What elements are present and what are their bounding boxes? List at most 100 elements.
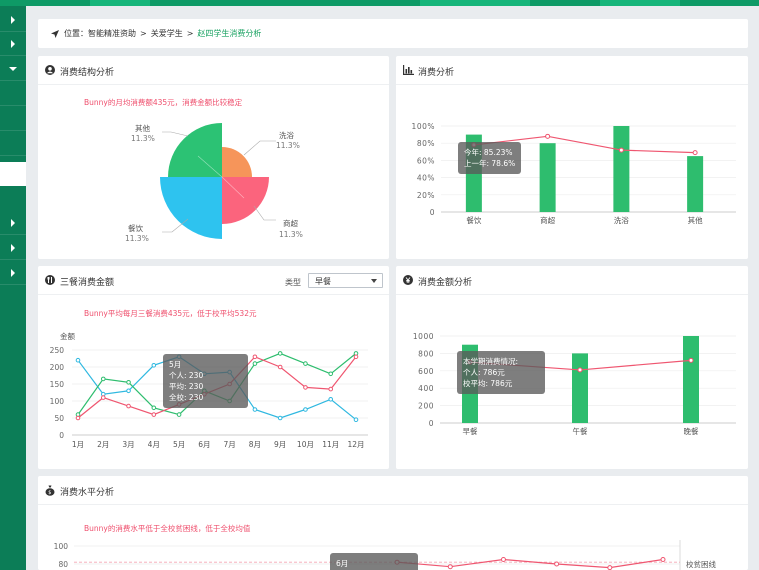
structure-card: 消费结构分析 Bunny的月均消费额435元，消费金额比较稳定 洗浴 11.3%… (38, 56, 389, 259)
x-tick-label: 2月 (97, 440, 109, 449)
chevron-right-icon (11, 269, 15, 277)
y-tick-label: 20% (417, 191, 435, 200)
label-line (162, 131, 189, 137)
line-point (303, 385, 308, 390)
svg-text:$: $ (48, 490, 51, 496)
sidebar-item[interactable] (0, 261, 26, 285)
tooltip-line: 个人: 786元 (463, 368, 505, 377)
x-tick-label: 3月 (122, 440, 134, 449)
tooltip-line: 平均: 230 (169, 382, 204, 391)
sidebar-item[interactable] (0, 57, 26, 81)
x-tick-label: 商超 (540, 215, 555, 225)
card-title: 消费金额分析 (418, 278, 473, 288)
x-tick-label: 早餐 (463, 427, 478, 436)
amount-card: 消费金额分析 0 200 400 600 800 1000 早餐 午餐 晚餐 本学期消费情况: … (396, 266, 748, 469)
sidebar-subitem[interactable] (0, 132, 26, 156)
slice-label: 商超 (283, 218, 298, 228)
sidebar-subitem[interactable] (0, 107, 26, 131)
rose-chart: 洗浴 11.3% 商超 11.3% 餐饮 11.3% 其他 11.3% (125, 123, 303, 243)
slice-label: 其他 (135, 123, 150, 133)
line-point (126, 388, 131, 394)
line-point (303, 361, 308, 366)
rose-slice-washing (222, 147, 252, 177)
line-point (328, 371, 334, 377)
line-point (151, 405, 157, 411)
utensils-icon (45, 275, 55, 285)
line-point (447, 564, 453, 570)
x-tick-label: 午餐 (573, 426, 588, 436)
bar (613, 126, 630, 212)
x-tick-label: 6月 (198, 440, 210, 449)
label-line (253, 205, 276, 221)
line-point (692, 150, 698, 156)
breadcrumb: 位置： 智能精准资助 > 关爱学生 > 赵四学生消费分析 (38, 19, 748, 48)
line-point (277, 351, 283, 356)
y-tick-label: 200 (50, 363, 65, 372)
breadcrumb-separator: > (140, 29, 147, 38)
type-label: 类型 (285, 278, 301, 287)
breadcrumb-current: 赵四学生消费分析 (197, 29, 262, 38)
line-point (100, 376, 106, 382)
line-point (151, 363, 157, 368)
slice-value: 11.3% (125, 234, 149, 243)
tooltip-line: 本学期消费情况: (463, 357, 519, 366)
breadcrumb-item[interactable]: 关爱学生 (150, 29, 183, 38)
sidebar-item[interactable] (0, 8, 26, 32)
card-header: 三餐消费金额 类型 早餐 (38, 266, 389, 295)
sidebar-item[interactable] (0, 211, 26, 235)
x-tick-label: 9月 (274, 440, 286, 449)
level-card: $ 消费水平分析 Bunny的消费水平低于全校贫困线，低于全校均值 100 80 校… (38, 476, 748, 570)
line-point (100, 395, 106, 400)
y-tick-label: 1000 (413, 332, 434, 341)
line-point (328, 397, 334, 402)
card-title: 消费水平分析 (60, 488, 115, 498)
poverty-line-label: 校贫困线 (686, 559, 716, 569)
slice-value: 11.3% (131, 134, 155, 143)
label-line (243, 140, 276, 156)
y-tick-label: 250 (50, 346, 65, 355)
card-header: 消费金额分析 (396, 266, 748, 295)
chevron-right-icon (11, 219, 15, 227)
line-point (660, 557, 666, 562)
sidebar-subitem-active[interactable] (0, 162, 26, 186)
line-point (554, 561, 560, 567)
y-tick-label: 80% (417, 139, 435, 148)
y-tick-label: 800 (418, 349, 434, 358)
line-point (252, 361, 258, 366)
tooltip-line: 个人: 230 (169, 371, 204, 380)
chart-tooltip: 5月 个人: 230 平均: 230 全校: 230 (163, 354, 248, 408)
bar (572, 353, 588, 423)
line-point (353, 417, 359, 422)
line-point (277, 415, 283, 421)
line-point (500, 557, 506, 562)
y-axis-label: 金额 (60, 331, 75, 341)
line-point (303, 407, 308, 412)
y-tick-label: 50 (54, 414, 64, 423)
slice-label: 洗浴 (279, 130, 294, 140)
user-circle-icon (45, 65, 55, 75)
slice-divider (197, 155, 223, 178)
slice-label: 餐饮 (128, 223, 143, 233)
breadcrumb-item[interactable]: 智能精准资助 (88, 29, 136, 38)
tooltip-line: 全校: 230 (169, 393, 204, 402)
yen-circle-icon (403, 275, 413, 285)
y-tick-label: 100 (50, 397, 65, 406)
card-header: $ 消费水平分析 (38, 476, 748, 505)
y-tick-label: 200 (418, 402, 434, 411)
y-tick-label: 150 (50, 380, 65, 389)
chart-tooltip: 本学期消费情况: 个人: 786元 校平均: 786元 (457, 351, 545, 394)
sidebar-subitem[interactable] (0, 82, 26, 106)
slice-divider (221, 176, 245, 199)
sidebar-item[interactable] (0, 236, 26, 260)
meal-type-select[interactable]: 早餐 (308, 273, 383, 288)
line-point (176, 412, 182, 417)
slice-value: 11.3% (276, 141, 300, 150)
x-tick-label: 4月 (148, 440, 160, 449)
x-tick-label: 8月 (249, 440, 261, 449)
sidebar-item[interactable] (0, 32, 26, 56)
top-bar (0, 0, 759, 6)
amount-chart: 0 200 400 600 800 1000 早餐 午餐 晚餐 (413, 332, 736, 436)
card-subtitle: Bunny的月均消费额435元，消费金额比较稳定 (84, 98, 243, 107)
line-point (126, 380, 131, 385)
line-point (252, 407, 258, 412)
